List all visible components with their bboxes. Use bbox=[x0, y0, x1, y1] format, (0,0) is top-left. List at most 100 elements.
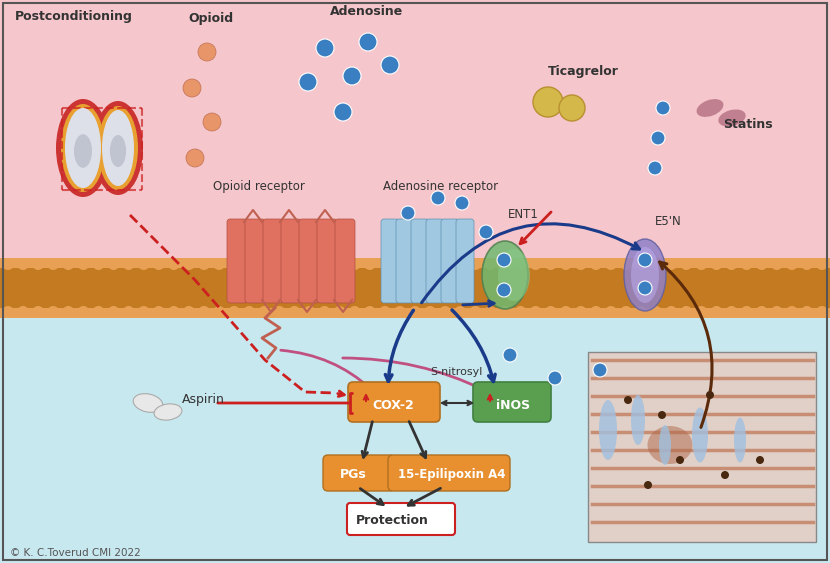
Circle shape bbox=[801, 258, 813, 270]
Circle shape bbox=[771, 306, 783, 318]
Text: Statins: Statins bbox=[723, 118, 773, 131]
FancyBboxPatch shape bbox=[299, 219, 319, 303]
Circle shape bbox=[771, 258, 783, 270]
FancyBboxPatch shape bbox=[317, 219, 337, 303]
Circle shape bbox=[593, 363, 607, 377]
Circle shape bbox=[108, 258, 120, 270]
Circle shape bbox=[439, 258, 452, 270]
Circle shape bbox=[479, 225, 493, 239]
Circle shape bbox=[635, 306, 647, 318]
Circle shape bbox=[559, 258, 572, 270]
Circle shape bbox=[624, 396, 632, 404]
FancyBboxPatch shape bbox=[426, 219, 444, 303]
Circle shape bbox=[650, 258, 662, 270]
Circle shape bbox=[258, 306, 271, 318]
Circle shape bbox=[485, 258, 496, 270]
Text: Aspirin: Aspirin bbox=[182, 393, 225, 406]
Circle shape bbox=[424, 258, 436, 270]
Circle shape bbox=[378, 258, 391, 270]
FancyBboxPatch shape bbox=[441, 219, 459, 303]
Ellipse shape bbox=[718, 109, 745, 127]
Circle shape bbox=[213, 306, 225, 318]
Circle shape bbox=[658, 411, 666, 419]
Circle shape bbox=[77, 306, 90, 318]
Circle shape bbox=[559, 306, 572, 318]
Text: 15-Epilipoxin A4: 15-Epilipoxin A4 bbox=[398, 468, 505, 481]
Circle shape bbox=[533, 87, 563, 117]
Circle shape bbox=[168, 306, 180, 318]
Circle shape bbox=[138, 258, 149, 270]
Ellipse shape bbox=[692, 408, 708, 462]
Circle shape bbox=[334, 306, 345, 318]
Bar bbox=[0, 310, 830, 563]
Circle shape bbox=[153, 306, 164, 318]
Circle shape bbox=[454, 258, 466, 270]
FancyBboxPatch shape bbox=[396, 219, 414, 303]
Ellipse shape bbox=[647, 426, 692, 464]
Circle shape bbox=[651, 131, 665, 145]
Circle shape bbox=[123, 306, 134, 318]
Circle shape bbox=[243, 258, 255, 270]
Ellipse shape bbox=[133, 394, 163, 412]
Circle shape bbox=[786, 258, 798, 270]
Circle shape bbox=[258, 258, 271, 270]
Circle shape bbox=[349, 306, 361, 318]
Circle shape bbox=[455, 196, 469, 210]
Circle shape bbox=[620, 306, 632, 318]
Circle shape bbox=[515, 306, 526, 318]
Circle shape bbox=[153, 258, 164, 270]
Circle shape bbox=[710, 306, 722, 318]
Ellipse shape bbox=[696, 99, 724, 117]
Circle shape bbox=[198, 258, 210, 270]
Circle shape bbox=[273, 258, 286, 270]
Circle shape bbox=[801, 306, 813, 318]
Ellipse shape bbox=[482, 241, 528, 309]
Circle shape bbox=[198, 43, 216, 61]
Ellipse shape bbox=[56, 99, 110, 197]
Circle shape bbox=[168, 258, 180, 270]
FancyBboxPatch shape bbox=[347, 503, 455, 535]
Circle shape bbox=[638, 253, 652, 267]
Circle shape bbox=[213, 258, 225, 270]
Circle shape bbox=[359, 33, 377, 51]
Circle shape bbox=[17, 306, 29, 318]
Circle shape bbox=[485, 306, 496, 318]
Circle shape bbox=[288, 306, 300, 318]
Ellipse shape bbox=[631, 395, 645, 445]
Circle shape bbox=[394, 306, 406, 318]
Circle shape bbox=[681, 258, 692, 270]
Text: Opioid receptor: Opioid receptor bbox=[213, 180, 305, 193]
FancyBboxPatch shape bbox=[456, 219, 474, 303]
Bar bbox=[588, 352, 816, 542]
Bar bbox=[0, 268, 830, 308]
Circle shape bbox=[575, 258, 587, 270]
Circle shape bbox=[123, 258, 134, 270]
Bar bbox=[0, 0, 830, 310]
Circle shape bbox=[424, 306, 436, 318]
Circle shape bbox=[503, 348, 517, 362]
Circle shape bbox=[816, 306, 828, 318]
Circle shape bbox=[62, 258, 75, 270]
Circle shape bbox=[656, 101, 670, 115]
Circle shape bbox=[676, 456, 684, 464]
Circle shape bbox=[590, 258, 602, 270]
Bar bbox=[0, 258, 830, 318]
Circle shape bbox=[186, 149, 204, 167]
Circle shape bbox=[288, 258, 300, 270]
Circle shape bbox=[138, 306, 149, 318]
Circle shape bbox=[559, 95, 585, 121]
Ellipse shape bbox=[498, 249, 530, 301]
Ellipse shape bbox=[631, 247, 659, 303]
Text: COX-2: COX-2 bbox=[372, 399, 413, 412]
Circle shape bbox=[590, 306, 602, 318]
Circle shape bbox=[740, 258, 753, 270]
Circle shape bbox=[575, 306, 587, 318]
Circle shape bbox=[454, 306, 466, 318]
Circle shape bbox=[62, 306, 75, 318]
Ellipse shape bbox=[93, 101, 143, 195]
Circle shape bbox=[273, 306, 286, 318]
Circle shape bbox=[756, 456, 764, 464]
Circle shape bbox=[740, 306, 753, 318]
Circle shape bbox=[304, 258, 315, 270]
Circle shape bbox=[364, 258, 376, 270]
